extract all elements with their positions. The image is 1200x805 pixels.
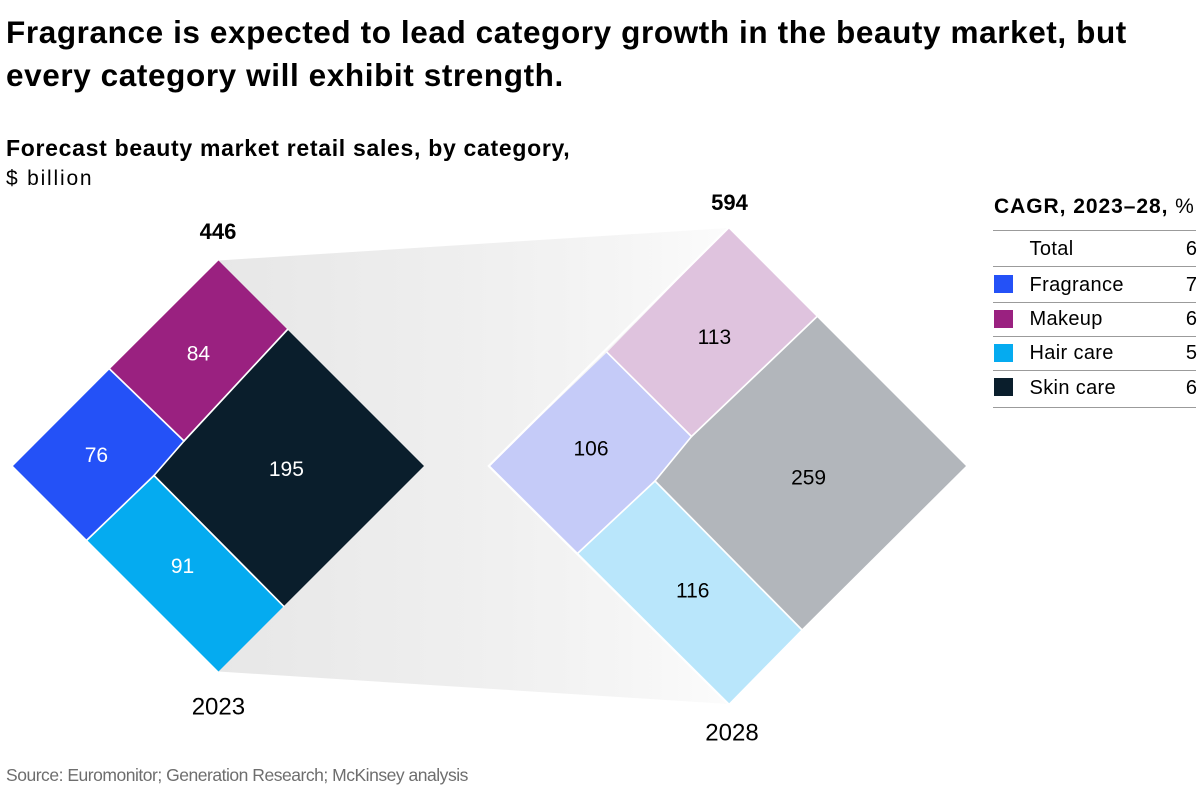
svg-text:76: 76 xyxy=(85,444,108,467)
svg-text:2023: 2023 xyxy=(192,694,245,721)
svg-text:84: 84 xyxy=(187,343,211,366)
svg-text:113: 113 xyxy=(698,326,731,349)
svg-text:91: 91 xyxy=(171,555,194,578)
svg-text:594: 594 xyxy=(711,190,748,215)
svg-text:195: 195 xyxy=(269,458,304,481)
svg-text:106: 106 xyxy=(573,437,608,460)
svg-text:446: 446 xyxy=(200,219,237,244)
svg-text:116: 116 xyxy=(676,580,709,603)
svg-text:259: 259 xyxy=(791,466,826,489)
svg-text:2028: 2028 xyxy=(705,720,758,747)
